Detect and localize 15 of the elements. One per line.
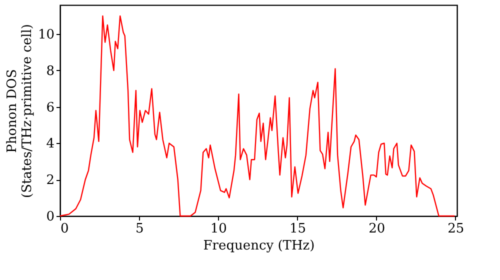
y-tick-label: 2 bbox=[46, 173, 54, 188]
y-tick-label: 10 bbox=[38, 28, 54, 43]
y-tick-label: 4 bbox=[46, 136, 54, 152]
y-axis-title: Phonon DOS (States/THz·primitive cell) bbox=[4, 24, 35, 198]
x-tick-label: 0 bbox=[60, 222, 69, 236]
line-series bbox=[59, 15, 456, 217]
x-axis-title: Frequency (THz) bbox=[203, 238, 315, 254]
y-tick-label: 8 bbox=[46, 64, 54, 79]
y-tick-label: 0 bbox=[46, 210, 54, 224]
x-tick-label: 15 bbox=[289, 222, 306, 236]
x-tick-label: 25 bbox=[448, 222, 464, 236]
y-tick-label: 6 bbox=[46, 100, 54, 116]
x-tick-label: 10 bbox=[210, 222, 227, 236]
x-tick-label: 5 bbox=[135, 222, 144, 236]
x-tick-label: 20 bbox=[368, 222, 386, 236]
